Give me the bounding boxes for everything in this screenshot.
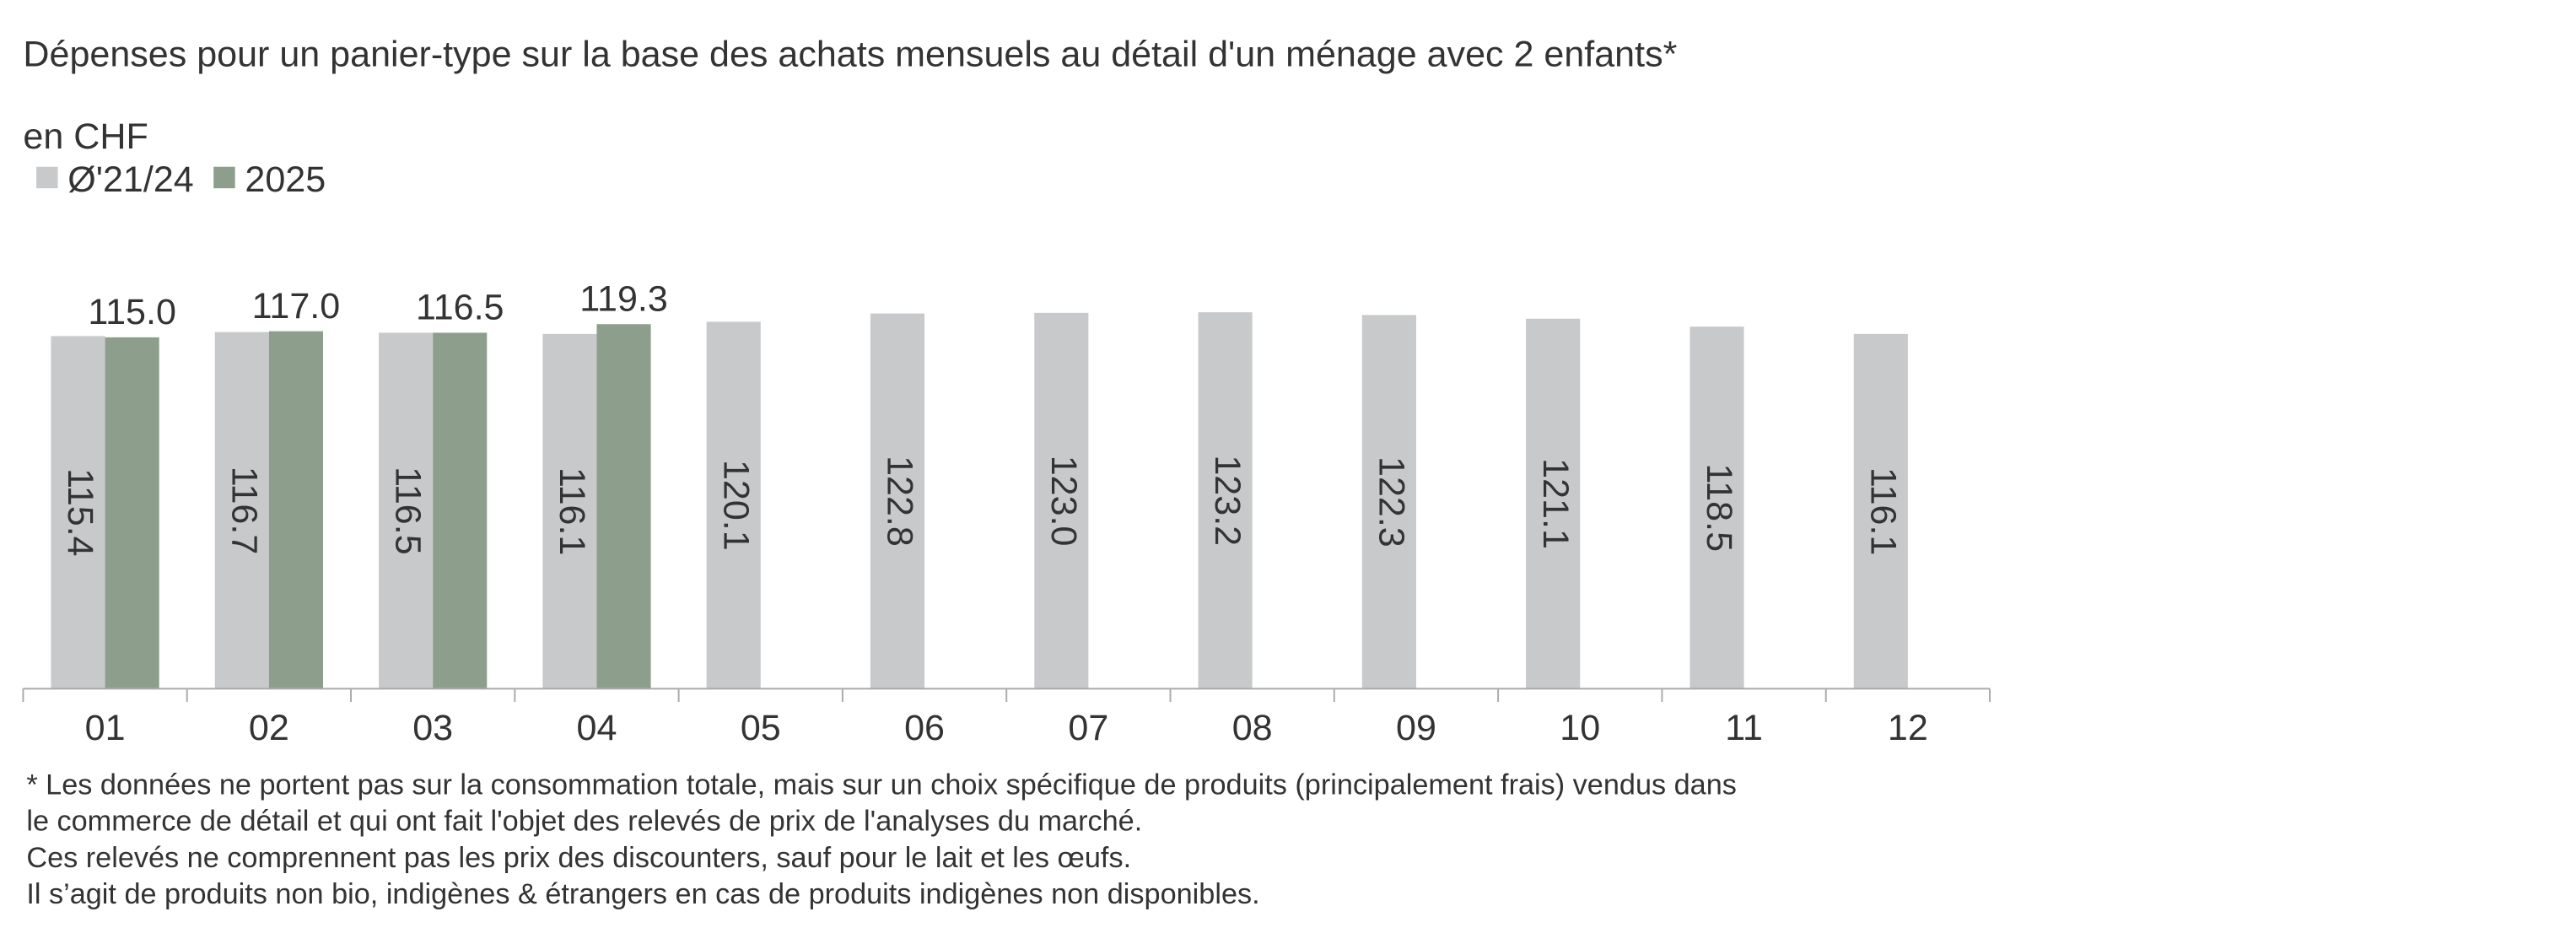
bar xyxy=(379,332,434,689)
data-label: 116.5 xyxy=(388,467,428,555)
data-label: 116.7 xyxy=(224,467,264,555)
footnote: Il s’agit de produits non bio, indigènes… xyxy=(26,878,1259,910)
footnote: le commerce de détail et qui ont fait l'… xyxy=(26,806,1142,838)
data-label: 116.1 xyxy=(1862,467,1903,556)
data-label: 123.0 xyxy=(1043,456,1084,547)
bar xyxy=(433,332,488,689)
bar xyxy=(268,331,323,689)
x-tick-label: 10 xyxy=(1560,708,1600,748)
chart-subtitle: en CHF xyxy=(23,116,148,157)
bar xyxy=(596,324,651,689)
data-label: 122.8 xyxy=(880,456,920,547)
x-tick-label: 01 xyxy=(85,708,126,748)
x-tick-label: 06 xyxy=(904,708,945,748)
bar xyxy=(1198,312,1253,689)
x-tick-label: 11 xyxy=(1725,708,1763,748)
x-tick-label: 04 xyxy=(577,708,617,748)
legend-swatch xyxy=(36,166,58,189)
bar xyxy=(1853,333,1908,689)
data-label: 122.3 xyxy=(1372,456,1412,548)
bar xyxy=(214,332,269,689)
data-label: 120.1 xyxy=(715,460,756,551)
bar xyxy=(1526,318,1581,689)
bar xyxy=(1689,326,1744,689)
data-label: 116.1 xyxy=(552,467,592,556)
data-label: 118.5 xyxy=(1699,463,1739,552)
footnote: Ces relevés ne comprennent pas les prix … xyxy=(26,842,1131,874)
chart-title: Dépenses pour un panier-type sur la base… xyxy=(23,34,1677,74)
bar xyxy=(51,336,105,689)
bar xyxy=(1034,312,1089,689)
data-label: 119.3 xyxy=(579,279,668,320)
bar xyxy=(542,333,597,689)
x-tick-label: 02 xyxy=(249,708,289,748)
x-tick-label: 03 xyxy=(412,708,453,748)
bar xyxy=(706,321,761,689)
data-label: 121.1 xyxy=(1535,458,1576,549)
data-label: 123.2 xyxy=(1207,455,1248,546)
x-tick-label: 08 xyxy=(1232,708,1273,748)
data-label: 116.5 xyxy=(416,288,504,328)
data-label: 115.4 xyxy=(60,468,100,557)
x-tick-label: 12 xyxy=(1888,708,1928,748)
bar xyxy=(870,313,925,689)
x-tick-label: 07 xyxy=(1068,708,1108,748)
legend-label: Ø'21/24 xyxy=(67,159,193,200)
x-tick-label: 05 xyxy=(741,708,781,748)
legend-label: 2025 xyxy=(245,159,326,200)
footnote: * Les données ne portent pas sur la cons… xyxy=(26,769,1737,801)
bar xyxy=(1361,315,1416,689)
bar xyxy=(105,337,159,689)
data-label: 117.0 xyxy=(252,286,341,326)
x-tick-label: 09 xyxy=(1396,708,1436,748)
legend-swatch xyxy=(213,166,235,189)
data-label: 115.0 xyxy=(88,292,176,332)
